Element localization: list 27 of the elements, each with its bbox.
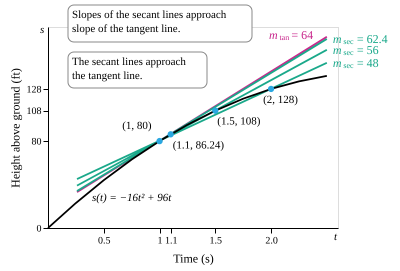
point bbox=[156, 138, 163, 144]
annotation: (1, 80) bbox=[122, 120, 152, 132]
annotation: Slopes of the secant lines approach slope of the tangent line. bbox=[72, 9, 227, 35]
series-label: msec = 62.4 bbox=[332, 32, 388, 46]
point bbox=[168, 131, 174, 138]
y-tick-label: 80 bbox=[32, 136, 42, 148]
x-tick-label: 1.5 bbox=[210, 236, 222, 246]
annotation: s(t) = −16t² + 96t bbox=[92, 192, 172, 204]
point bbox=[212, 108, 218, 114]
annotation: The secant lines approach the tangent line. bbox=[72, 56, 186, 82]
annotation: (1.5, 108) bbox=[217, 116, 261, 128]
y-tick-label: 128 bbox=[26, 84, 42, 96]
series-label: mtan = 64 bbox=[268, 28, 314, 42]
x-tick-label: 1.1 bbox=[164, 236, 178, 246]
point bbox=[268, 86, 274, 92]
y-tick-label: 108 bbox=[26, 106, 42, 118]
y-tick-label: 0 bbox=[36, 224, 42, 234]
annotation: (1.1, 86.24) bbox=[172, 139, 224, 152]
x-tick-label: 2.0 bbox=[265, 236, 278, 246]
series-label: msec = 48 bbox=[332, 56, 379, 70]
annotation: (2, 128) bbox=[263, 94, 298, 106]
x-axis-title: Time (s) bbox=[173, 252, 214, 266]
x-tick-label: 0.5 bbox=[98, 236, 111, 246]
text: t bbox=[334, 231, 338, 243]
y-axis-title: Height above ground (ft) bbox=[8, 68, 22, 188]
text: s bbox=[40, 24, 44, 36]
x-tick-label: 1 bbox=[158, 236, 163, 246]
